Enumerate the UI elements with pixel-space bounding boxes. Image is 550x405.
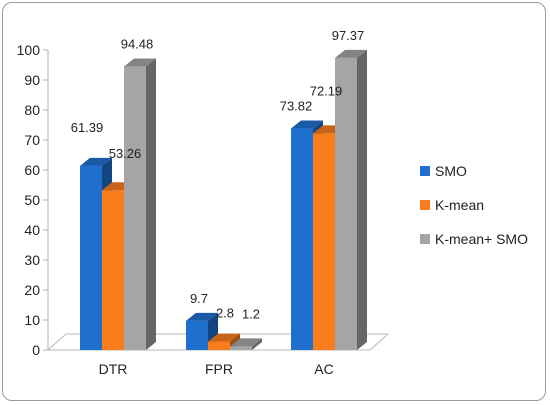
y-tick-label: 60 bbox=[24, 162, 40, 178]
bar-k-mean-smo-fpr bbox=[230, 338, 262, 350]
y-tick-label: 30 bbox=[24, 252, 40, 268]
bar-front bbox=[102, 190, 124, 350]
legend-swatch bbox=[420, 234, 430, 244]
y-tick-label: 0 bbox=[32, 342, 40, 358]
y-tick-label: 80 bbox=[24, 102, 40, 118]
bar-side bbox=[146, 58, 156, 351]
bar-front bbox=[313, 133, 335, 350]
bar-top bbox=[80, 157, 112, 166]
bar-top bbox=[335, 49, 367, 58]
data-label: 97.37 bbox=[332, 28, 365, 43]
legend-label: SMO bbox=[435, 163, 467, 179]
bar-top bbox=[186, 312, 218, 321]
data-label: 53.26 bbox=[109, 146, 142, 161]
y-tick-label: 70 bbox=[24, 132, 40, 148]
bar-front bbox=[291, 128, 313, 350]
bar-smo-fpr bbox=[186, 312, 218, 350]
data-label: 9.7 bbox=[190, 291, 208, 306]
y-tick-label: 20 bbox=[24, 282, 40, 298]
y-tick-label: 90 bbox=[24, 72, 40, 88]
bar-k-mean-smo-dtr bbox=[124, 58, 156, 351]
bar-side bbox=[252, 338, 262, 350]
bar-side bbox=[357, 49, 367, 350]
data-label: 2.8 bbox=[216, 306, 234, 321]
data-label: 94.48 bbox=[121, 37, 154, 52]
x-axis: DTR FPR AC bbox=[99, 361, 334, 377]
y-tick-label: 10 bbox=[24, 312, 40, 328]
bar-top bbox=[291, 120, 323, 129]
bar-top bbox=[230, 338, 262, 347]
bar-top bbox=[124, 58, 156, 67]
x-tick-label: DTR bbox=[99, 361, 128, 377]
data-label: 73.82 bbox=[280, 99, 313, 114]
legend-swatch bbox=[420, 200, 430, 210]
y-axis: 0 10 20 30 40 50 60 70 80 90 100 bbox=[17, 42, 49, 358]
data-label: 1.2 bbox=[242, 306, 260, 321]
data-label: 72.19 bbox=[310, 83, 343, 98]
legend-label: K-mean+ SMO bbox=[435, 231, 528, 247]
bar-top bbox=[208, 333, 240, 342]
bar-front bbox=[186, 320, 208, 350]
y-tick-label: 50 bbox=[24, 192, 40, 208]
x-tick-label: FPR bbox=[205, 361, 233, 377]
x-tick-label: AC bbox=[314, 361, 333, 377]
legend-item: K-mean bbox=[420, 197, 484, 213]
bar-front bbox=[208, 341, 230, 350]
legend-item: SMO bbox=[420, 163, 467, 179]
legend-item: K-mean+ SMO bbox=[420, 231, 528, 247]
bar-front bbox=[80, 165, 102, 350]
bar-front bbox=[124, 66, 146, 350]
y-tick-label: 100 bbox=[17, 42, 41, 58]
bars bbox=[80, 49, 367, 351]
bar-k-mean-smo-ac bbox=[335, 49, 367, 350]
bar-front bbox=[335, 57, 357, 350]
data-label: 61.39 bbox=[71, 120, 104, 135]
bar-front bbox=[230, 346, 252, 350]
legend: SMO K-mean K-mean+ SMO bbox=[420, 163, 528, 247]
legend-swatch bbox=[420, 166, 430, 176]
y-tick-label: 40 bbox=[24, 222, 40, 238]
legend-label: K-mean bbox=[435, 197, 484, 213]
